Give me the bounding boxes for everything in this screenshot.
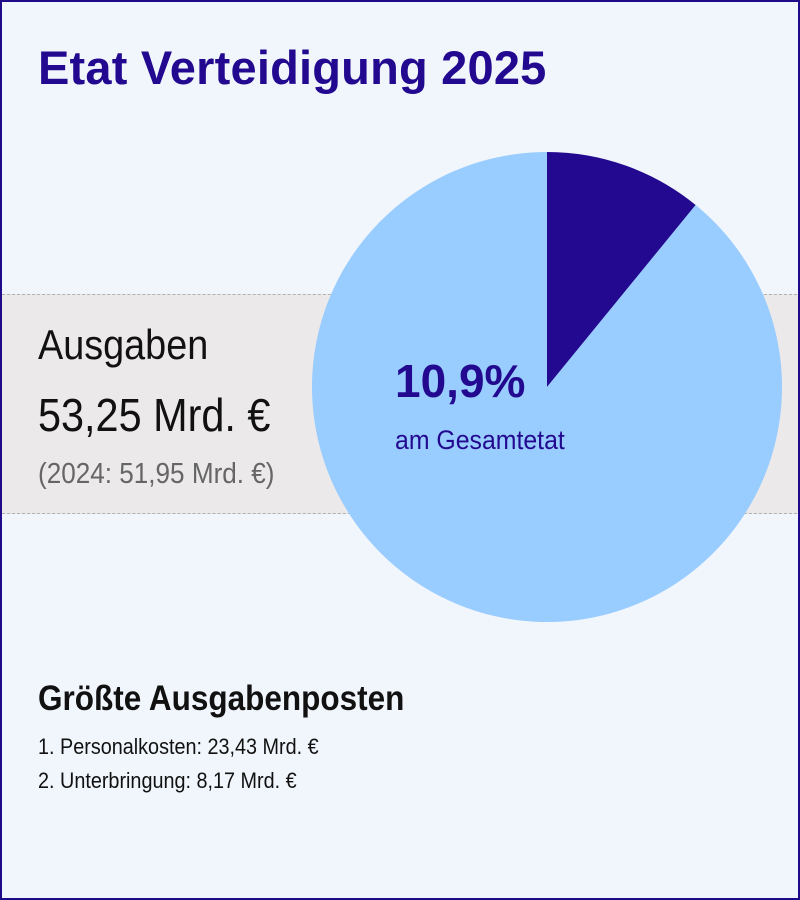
largest-items-title: Größte Ausgabenposten bbox=[38, 679, 405, 718]
expenses-value: 53,25 Mrd. € bbox=[38, 389, 271, 441]
pie-slice-1 bbox=[311, 152, 782, 623]
pie-slice-0 bbox=[547, 152, 696, 387]
expenses-label: Ausgaben bbox=[38, 321, 209, 368]
page-title: Etat Verteidigung 2025 bbox=[38, 41, 547, 94]
list-item: 2. Unterbringung: 8,17 Mrd. € bbox=[38, 768, 297, 793]
pie-share-value: 10,9% bbox=[395, 355, 526, 407]
largest-items-list: 1. Personalkosten: 23,43 Mrd. € 2. Unter… bbox=[38, 730, 350, 798]
expenses-previous-year: (2024: 51,95 Mrd. €) bbox=[38, 458, 275, 490]
pie-share-label: am Gesamtetat bbox=[395, 425, 565, 455]
pie-slices bbox=[311, 152, 782, 623]
list-item: 1. Personalkosten: 23,43 Mrd. € bbox=[38, 734, 319, 759]
